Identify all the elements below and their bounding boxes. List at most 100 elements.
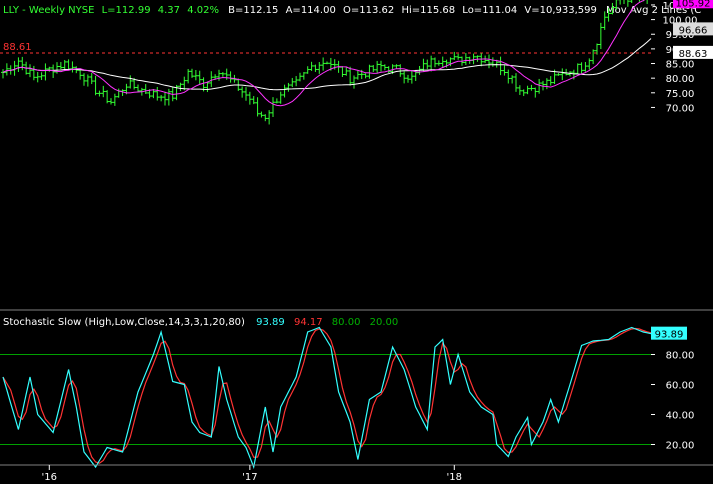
price-bar xyxy=(429,55,434,72)
price-bar xyxy=(344,66,349,76)
price-bar xyxy=(16,57,21,73)
price-bar xyxy=(386,66,391,74)
price-bar xyxy=(479,53,484,67)
time-tick-label: '18 xyxy=(447,472,462,483)
price-tick-label: 95.00 xyxy=(666,30,695,41)
price-bar xyxy=(598,22,603,50)
price-bar xyxy=(112,93,117,106)
stochastic-header: Stochastic Slow (High,Low,Close,14,3,3,1… xyxy=(3,317,398,328)
price-bar xyxy=(228,71,233,83)
price-tag-background xyxy=(673,45,713,59)
low-price: Lo=111.04 xyxy=(462,5,517,16)
price-bar xyxy=(579,62,584,75)
price-bar xyxy=(170,86,175,102)
price-bar xyxy=(28,64,32,78)
price-tag: 88.63 xyxy=(673,45,713,60)
price-bar xyxy=(282,84,287,98)
price-bar xyxy=(190,68,194,78)
high-price: Hi=115.68 xyxy=(401,5,455,16)
stochastic-label: Stochastic Slow (High,Low,Close,14,3,3,1… xyxy=(3,317,245,328)
time-tick-label: '17 xyxy=(242,472,257,483)
price-change: 4.37 xyxy=(158,5,180,16)
price-bar xyxy=(89,72,94,85)
resistance-label: 88.61 xyxy=(3,42,32,53)
price-tag-label: 88.63 xyxy=(679,49,708,60)
price-bar xyxy=(186,69,191,84)
price-bar xyxy=(529,84,534,91)
price-bar xyxy=(537,78,542,94)
stochastic-tick-label: 80.00 xyxy=(666,351,695,362)
price-bar xyxy=(421,58,426,72)
price-bar xyxy=(58,62,63,70)
open-price: O=113.62 xyxy=(343,5,394,16)
price-bar xyxy=(301,72,306,80)
price-bar xyxy=(618,0,621,5)
price-bar xyxy=(595,43,599,55)
time-axis: '16 '17 '18 xyxy=(42,465,462,483)
price-bar xyxy=(105,90,110,104)
stochastic-k-line xyxy=(2,326,652,470)
price-bar xyxy=(294,76,299,87)
stochastic-axis: 20.00 40.00 60.00 80.00 93.89 xyxy=(651,326,695,452)
price-tick-label: 100.00 xyxy=(663,16,698,27)
price-bar xyxy=(355,70,360,80)
price-bar xyxy=(510,75,515,84)
price-bar xyxy=(286,82,291,92)
price-bar xyxy=(502,65,507,76)
price-bar xyxy=(259,111,264,118)
price-bar xyxy=(298,72,302,82)
price-bar xyxy=(556,73,561,76)
price-bar xyxy=(136,84,140,92)
price-bar xyxy=(627,0,630,7)
price-tick-label: 85.00 xyxy=(666,60,695,71)
price-bar xyxy=(463,53,468,66)
price-bar xyxy=(517,85,522,95)
price-bar xyxy=(101,85,106,98)
price-bar xyxy=(263,114,268,122)
price-bar xyxy=(255,97,260,117)
price-bar xyxy=(440,56,445,68)
price-tick-label: 80.00 xyxy=(666,74,695,85)
price-bar xyxy=(93,75,98,96)
stochastic-panel xyxy=(0,326,652,470)
study-name: Mov Avg 2 Lines (C xyxy=(606,5,701,16)
price-bar xyxy=(182,76,187,91)
price-bar xyxy=(514,73,518,92)
price-tick-label: 75.00 xyxy=(666,89,695,100)
price-bar xyxy=(209,71,214,88)
price-bar xyxy=(348,66,353,86)
price-bar xyxy=(317,62,322,74)
symbol-info: LLY - Weekly NYSE xyxy=(3,5,94,16)
stochastic-tick-label: 40.00 xyxy=(666,411,695,422)
price-bar xyxy=(548,76,553,86)
bid-price: B=112.15 xyxy=(228,5,278,16)
price-bar xyxy=(39,72,44,81)
price-bar xyxy=(436,60,441,66)
price-bar xyxy=(587,58,592,70)
price-bar xyxy=(363,73,368,79)
price-tag: 96.66 xyxy=(673,22,713,36)
ask-price: A=114.00 xyxy=(286,5,336,16)
price-bar xyxy=(78,68,83,80)
price-bar xyxy=(159,95,164,102)
stochastic-d-value: 94.17 xyxy=(294,317,323,328)
price-bar xyxy=(544,78,549,90)
price-bar xyxy=(274,98,279,104)
price-change-pct: 4.02% xyxy=(187,5,219,16)
price-tag: 105.92 xyxy=(673,0,713,9)
volume: V=10,933,599 xyxy=(524,5,596,16)
price-bar xyxy=(166,88,171,106)
price-bar xyxy=(97,90,102,97)
price-bar xyxy=(244,87,248,101)
price-bar xyxy=(375,60,380,74)
price-tag-background xyxy=(673,0,713,9)
price-bar xyxy=(475,55,480,62)
price-bar xyxy=(487,54,491,69)
price-bar xyxy=(325,61,329,65)
price-bar xyxy=(151,89,156,99)
price-bar xyxy=(155,86,160,101)
price-bar xyxy=(220,72,225,77)
price-tick-label: 70.00 xyxy=(666,103,695,114)
